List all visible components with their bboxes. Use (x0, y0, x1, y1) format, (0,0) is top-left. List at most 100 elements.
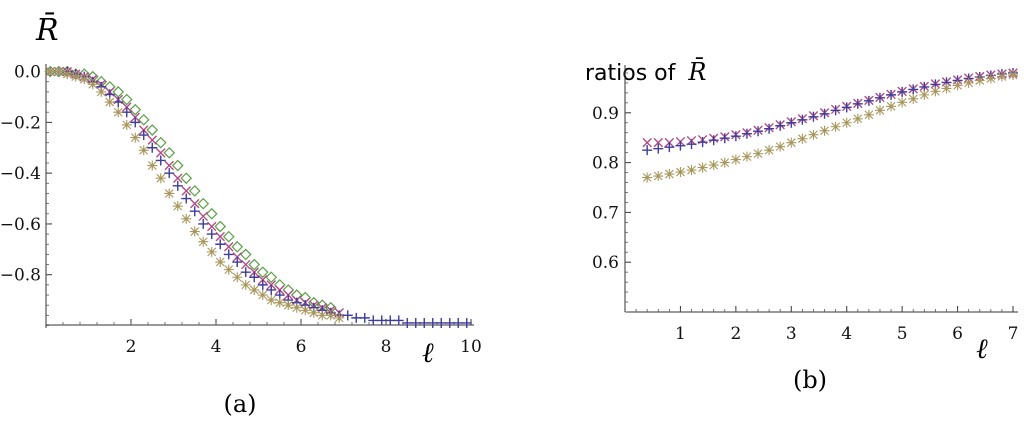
diamond-point (248, 258, 261, 271)
x-tick-label: 7 (1008, 324, 1019, 344)
asterisk-point (786, 137, 797, 148)
plus-point (257, 279, 268, 290)
chart-b-caption: (b) (793, 366, 827, 394)
y-tick-label: 0.6 (592, 253, 619, 273)
chart-b-title-symbol: R̄ (687, 58, 706, 86)
plus-point (172, 180, 183, 191)
x-tick-label: 5 (897, 324, 908, 344)
plus-point (664, 142, 675, 153)
plus-point (797, 114, 808, 125)
plus-point (181, 193, 192, 204)
plus-point (342, 310, 353, 321)
plus-point (402, 317, 413, 328)
chart-b-marks (642, 67, 1018, 183)
asterisk-point (941, 83, 952, 94)
plus-point (719, 133, 730, 144)
asterisk-point (841, 117, 852, 128)
chart-a-marks (44, 65, 472, 328)
asterisk-point (1008, 69, 1018, 80)
plus-point (240, 267, 251, 278)
plus-point (686, 139, 697, 150)
plus-point (808, 111, 819, 122)
asterisk-point (642, 172, 653, 183)
plus-point (444, 317, 455, 328)
diamond-point (273, 279, 286, 291)
plus-point (461, 317, 472, 328)
x-point (190, 198, 200, 209)
plus-point (368, 315, 379, 326)
plus-point (410, 317, 421, 328)
asterisk-point (79, 74, 90, 85)
asterisk-point (886, 101, 897, 112)
plus-point (376, 315, 387, 326)
plus-point (653, 143, 664, 154)
asterisk-point (121, 119, 132, 130)
asterisk-point (181, 213, 192, 224)
asterisk-point (198, 236, 209, 247)
x-tick-label: 1 (675, 324, 686, 344)
asterisk-point (708, 160, 719, 171)
diamond-point (205, 207, 218, 220)
plus-point (266, 284, 277, 295)
asterisk-point (852, 113, 863, 124)
diamond-point (163, 146, 176, 159)
x-point (642, 137, 652, 148)
asterisk-point (653, 171, 664, 182)
asterisk-point (138, 145, 149, 156)
y-tick-label: 0.9 (592, 104, 619, 124)
diamond-point (129, 103, 142, 116)
asterisk-point (996, 71, 1007, 82)
asterisk-point (172, 201, 183, 212)
chart-a-ylabel: R̄ (35, 12, 59, 48)
asterisk-point (53, 66, 64, 77)
x-tick-label: 2 (126, 337, 137, 357)
asterisk-point (919, 89, 930, 100)
asterisk-point (283, 300, 294, 311)
x-tick-label: 6 (296, 337, 307, 357)
diamond-point (120, 93, 133, 106)
y-tick-label: −0.6 (0, 215, 41, 235)
x-tick-label: 8 (381, 337, 392, 357)
x-point (258, 275, 268, 285)
asterisk-point (797, 133, 808, 144)
plus-point (775, 120, 786, 131)
plus-point (753, 126, 764, 137)
asterisk-point (930, 86, 941, 97)
asterisk-point (70, 71, 81, 82)
plus-point (436, 317, 447, 328)
plus-point (155, 155, 166, 166)
asterisk-point (130, 132, 141, 143)
plus-point (786, 117, 797, 128)
asterisk-point (686, 165, 697, 176)
y-tick-label: −0.8 (0, 266, 41, 286)
plus-point (642, 145, 653, 156)
asterisk-point (308, 307, 319, 318)
plus-point (730, 131, 741, 142)
plus-point (675, 140, 686, 151)
diamond-point (197, 197, 210, 210)
asterisk-point (147, 160, 158, 171)
chart-b-xlabel: ℓ (976, 332, 988, 365)
asterisk-point (863, 109, 874, 120)
plus-point (359, 312, 370, 323)
chart-b-title-text: ratios of (585, 61, 677, 86)
asterisk-point (985, 73, 996, 84)
plus-point (697, 137, 708, 148)
plus-point (852, 98, 863, 109)
chart-a: R̄ ℓ (a) 2 4 6 8 10 0.0 −0.2 −0.4 −0.6 −0.8 (0, 12, 482, 418)
x-point (275, 285, 285, 295)
asterisk-point (830, 121, 841, 132)
asterisk-point (240, 279, 251, 290)
x-point (122, 102, 132, 112)
x-point (207, 221, 217, 232)
plus-point (863, 95, 874, 106)
asterisk-point (223, 264, 234, 275)
plus-point (147, 142, 158, 153)
asterisk-point (908, 93, 919, 104)
asterisk-point (206, 246, 217, 257)
y-tick-label: 0.7 (592, 203, 619, 223)
plus-point (121, 107, 132, 118)
chart-a-ticks: 2 4 6 8 10 0.0 −0.2 −0.4 −0.6 −0.8 (0, 63, 482, 357)
diamond-point (214, 220, 227, 233)
plus-point (189, 206, 200, 217)
